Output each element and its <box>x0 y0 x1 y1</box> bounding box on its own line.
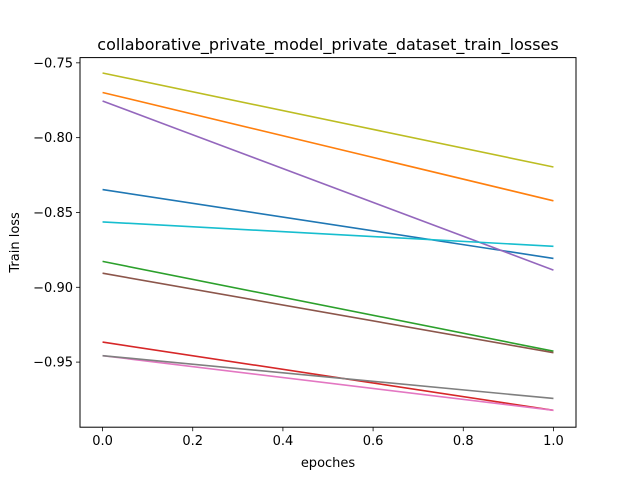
x-tick-label: 0.4 <box>273 434 294 449</box>
x-tick-label: 1.0 <box>543 434 564 449</box>
series-line-5 <box>102 100 554 271</box>
y-tick-label: −0.75 <box>33 56 73 71</box>
series-line-9 <box>102 72 554 168</box>
plot-frame <box>79 57 577 428</box>
series-line-2 <box>102 91 554 202</box>
x-tick-label: 0.0 <box>92 434 113 449</box>
x-tick-label: 0.2 <box>182 434 203 449</box>
chart-title: collaborative_private_model_private_data… <box>97 35 558 55</box>
series-line-3 <box>102 260 554 352</box>
y-axis-label: Train loss <box>8 212 23 274</box>
y-axis: −0.75 −0.80 −0.85 −0.90 −0.95 <box>33 56 80 371</box>
y-tick-label: −0.90 <box>33 281 73 296</box>
x-axis: 0.0 0.2 0.4 0.6 0.8 1.0 <box>92 427 564 449</box>
series-line-4 <box>102 341 554 412</box>
y-tick-label: −0.80 <box>33 131 73 146</box>
y-tick-label: −0.95 <box>33 356 73 371</box>
x-tick-label: 0.8 <box>453 434 474 449</box>
y-tick-label: −0.85 <box>33 206 73 221</box>
x-tick-label: 0.6 <box>363 434 384 449</box>
series-line-10 <box>102 221 554 248</box>
series-line-7 <box>102 354 554 412</box>
series-line-8 <box>102 354 554 400</box>
series-line-6 <box>102 272 554 354</box>
series-line-1 <box>102 188 554 260</box>
x-axis-label: epoches <box>301 456 356 471</box>
series-layer <box>102 72 554 412</box>
